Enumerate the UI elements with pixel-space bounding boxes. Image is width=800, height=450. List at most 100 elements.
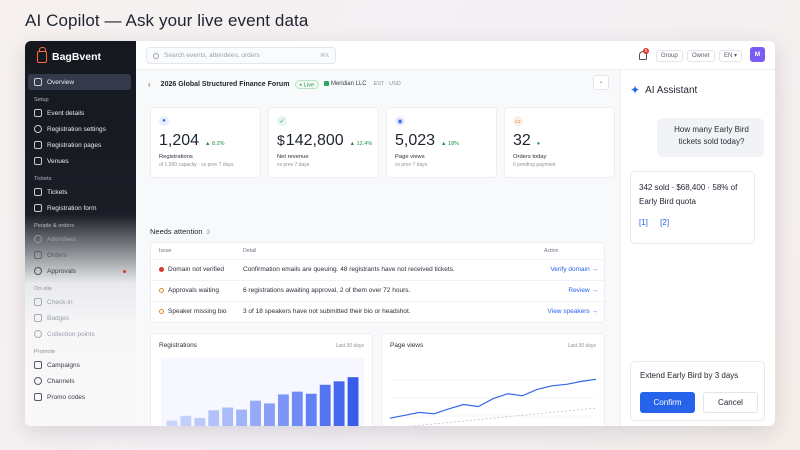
building-icon [34,157,42,165]
page-headline: AI Copilot — Ask your live event data [25,11,309,30]
event-header: ‹ 2026 Global Structured Finance Forum L… [148,75,609,90]
avatar[interactable]: M [750,47,765,62]
bar-13[interactable] [347,377,359,426]
check-circle-icon: ✓ [277,116,287,126]
stat-sub: vs prev 7 days [395,162,428,168]
sidebar-item-label: Collection points [47,330,95,338]
group-button[interactable]: Group [656,50,683,62]
sidebar-item-approvals[interactable]: Approvals [28,263,131,279]
action-proposal-card: Extend Early Bird by 3 days Confirm Canc… [630,361,765,421]
sidebar-item-tickets[interactable]: Tickets [28,184,131,200]
sidebar-item-label: Channels [47,377,75,385]
stat-card-orders[interactable]: ▭ 32 ● Orders today 6 pending payment [504,107,615,178]
cart-icon [34,251,42,259]
sidebar-item-campaigns[interactable]: Campaigns [28,357,131,373]
users-icon [34,235,42,243]
chevron-down-icon[interactable]: ⌄ [593,75,609,90]
sidebar-item-venues[interactable]: Venues [28,153,131,169]
brand[interactable]: BagBvent [25,47,136,65]
stat-card-revenue[interactable]: ✓ $142,800 ▲ 12.4% Net revenue vs prev 7 … [268,107,379,178]
cancel-button[interactable]: Cancel [703,392,758,413]
issue-detail: 3 of 18 speakers have not submitted thei… [243,308,411,315]
bar-2[interactable] [194,417,206,426]
issue-detail: Confirmation emails are queuing. 48 regi… [243,266,455,273]
bar-8[interactable] [277,394,289,426]
citation-link[interactable]: [1] [639,218,648,227]
sidebar-item-label: Overview [47,78,75,86]
status-badge: Live [295,79,319,89]
stat-card-page-views[interactable]: ◉ 5,023 ▲ 18% Page views vs prev 7 days [386,107,497,178]
sidebar-item-registration-pages[interactable]: Registration pages [28,137,131,153]
sidebar-item-check-in[interactable]: Check-in [28,294,131,310]
bar-4[interactable] [222,407,234,426]
stat-sub: of 1,500 capacity · vs prev 7 days [159,162,234,168]
sidebar-item-event-details[interactable]: Event details [28,105,131,121]
chart-range: Last 30 days [335,343,364,349]
sidebar-item-collection-points[interactable]: Collection points [28,326,131,342]
citations: [1] [2] [639,216,746,230]
sidebar-item-label: Event details [47,109,85,117]
sidebar-item-label: Registration settings [47,125,106,133]
stat-value: 5,023 [395,132,436,149]
search-input[interactable]: Search events, attendees, orders ⌘K [146,47,336,64]
stat-delta: ▲ 12.4% [349,141,373,147]
issue-cell: Approvals waiting [159,287,219,294]
column-header-issue: Issue [159,248,172,254]
chart-plot-area [161,358,364,426]
stat-card-registrations[interactable]: ● 1,204 ▲ 8.2% Registrations of 1,500 cap… [150,107,261,178]
order-icon: ▭ [513,116,523,126]
sidebar-item-label: Tickets [47,188,68,196]
verify-domain-link[interactable]: Verify domain → [550,266,598,273]
chart-title: Page views [390,342,424,349]
search-shortcut: ⌘K [319,52,329,59]
warning-ring-icon [159,287,164,293]
badge-icon [34,314,42,322]
sidebar-item-promo-codes[interactable]: Promo codes [28,389,131,405]
view-speakers-link[interactable]: View speakers → [547,308,598,315]
sidebar-item-label: Attendees [47,235,77,243]
confirm-button[interactable]: Confirm [640,392,695,413]
sidebar-item-label: Badges [47,314,70,322]
bar-12[interactable] [333,381,345,426]
chart-title: Registrations [159,342,197,349]
sidebar-item-registration-settings[interactable]: Registration settings [28,121,131,137]
gear-icon [34,125,42,133]
owner-button[interactable]: Owner [687,50,715,62]
back-icon[interactable]: ‹ [148,79,151,89]
sidebar-item-overview[interactable]: Overview [28,74,131,90]
citation-link[interactable]: [2] [660,218,670,227]
sidebar-item-attendees[interactable]: Attendees [28,231,131,247]
bar-0[interactable] [166,420,178,426]
tag-icon [34,393,42,401]
bar-5[interactable] [236,409,248,426]
bar-6[interactable] [250,400,261,426]
sidebar-item-registration-form[interactable]: Registration form [28,200,131,216]
sidebar-section-setup: Setup [34,97,49,103]
sidebar-item-badges[interactable]: Badges [28,310,131,326]
bar-10[interactable] [305,393,317,426]
issue-cell: Domain not verified [159,266,224,273]
sidebar-item-orders[interactable]: Orders [28,247,131,263]
language-select[interactable]: EN ▾ [719,50,743,62]
proposal-text: Extend Early Bird by 3 days [640,371,739,380]
bar-1[interactable] [180,415,192,426]
assistant-message: 342 sold · $68,400 · 58% of Early Bird q… [630,171,755,244]
warning-ring-icon [159,308,164,314]
currency-symbol: $ [277,132,285,148]
review-link[interactable]: Review → [568,287,598,294]
stat-delta: ▲ 18% [441,141,460,147]
app-window: BagBvent Overview Setup Event details Re… [25,41,775,426]
grid-icon [34,78,42,86]
search-icon [153,52,159,59]
issue-detail: 6 registrations awaiting approval, 2 of … [243,287,411,294]
sidebar-section-promote: Promote [34,349,56,355]
sidebar-item-channels[interactable]: Channels [28,373,131,389]
assistant-title: AI Assistant [645,84,698,96]
notification-count: 5 [643,48,649,54]
bar-9[interactable] [291,391,303,426]
brand-name: BagBvent [52,51,102,63]
sidebar-item-label: Registration form [47,204,97,212]
bar-3[interactable] [208,410,220,426]
bar-7[interactable] [264,403,275,426]
bar-11[interactable] [319,384,331,426]
